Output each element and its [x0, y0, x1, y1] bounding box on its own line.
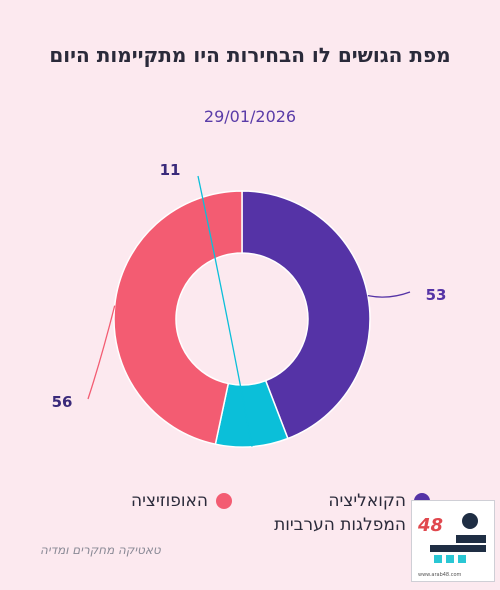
- leader-line: [197, 175, 253, 447]
- legend-arab-label: המפלגות הערביות: [274, 515, 406, 535]
- legend-coalition: הקואליציה המפלגות הערביות: [270, 489, 430, 537]
- slice-opposition: [113, 190, 243, 446]
- data-label-arab-parties: 11: [160, 161, 181, 179]
- logo-url: www.arab48.com: [418, 572, 462, 578]
- data-label-opposition: 56: [52, 393, 73, 411]
- leader-line: [87, 305, 116, 400]
- slice-coalition: [241, 190, 371, 440]
- source-credit: טאטיקה מחקרים ומדיה: [40, 543, 161, 557]
- logo-mark-icon: [430, 513, 486, 563]
- legend-coalition-label: הקואליציה: [328, 491, 406, 511]
- logo-number: 48: [418, 515, 444, 536]
- arab48-logo: 48 www.arab48.com: [411, 500, 495, 582]
- donut-chart: 53 11 56: [52, 161, 447, 448]
- legend-coalition-text: הקואליציה המפלגות הערביות: [274, 489, 406, 537]
- leader-line: [367, 291, 411, 298]
- legend-opposition-dot: [216, 493, 232, 509]
- data-label-coalition: 53: [426, 286, 447, 304]
- legend-opposition-label: האופוזיציה: [130, 491, 208, 511]
- chart-title: מפת הגושים לו הבחירות היו מתקיימות היום: [49, 43, 451, 67]
- chart-date: 29/01/2026: [203, 107, 297, 126]
- legend-opposition: האופוזיציה: [131, 489, 232, 513]
